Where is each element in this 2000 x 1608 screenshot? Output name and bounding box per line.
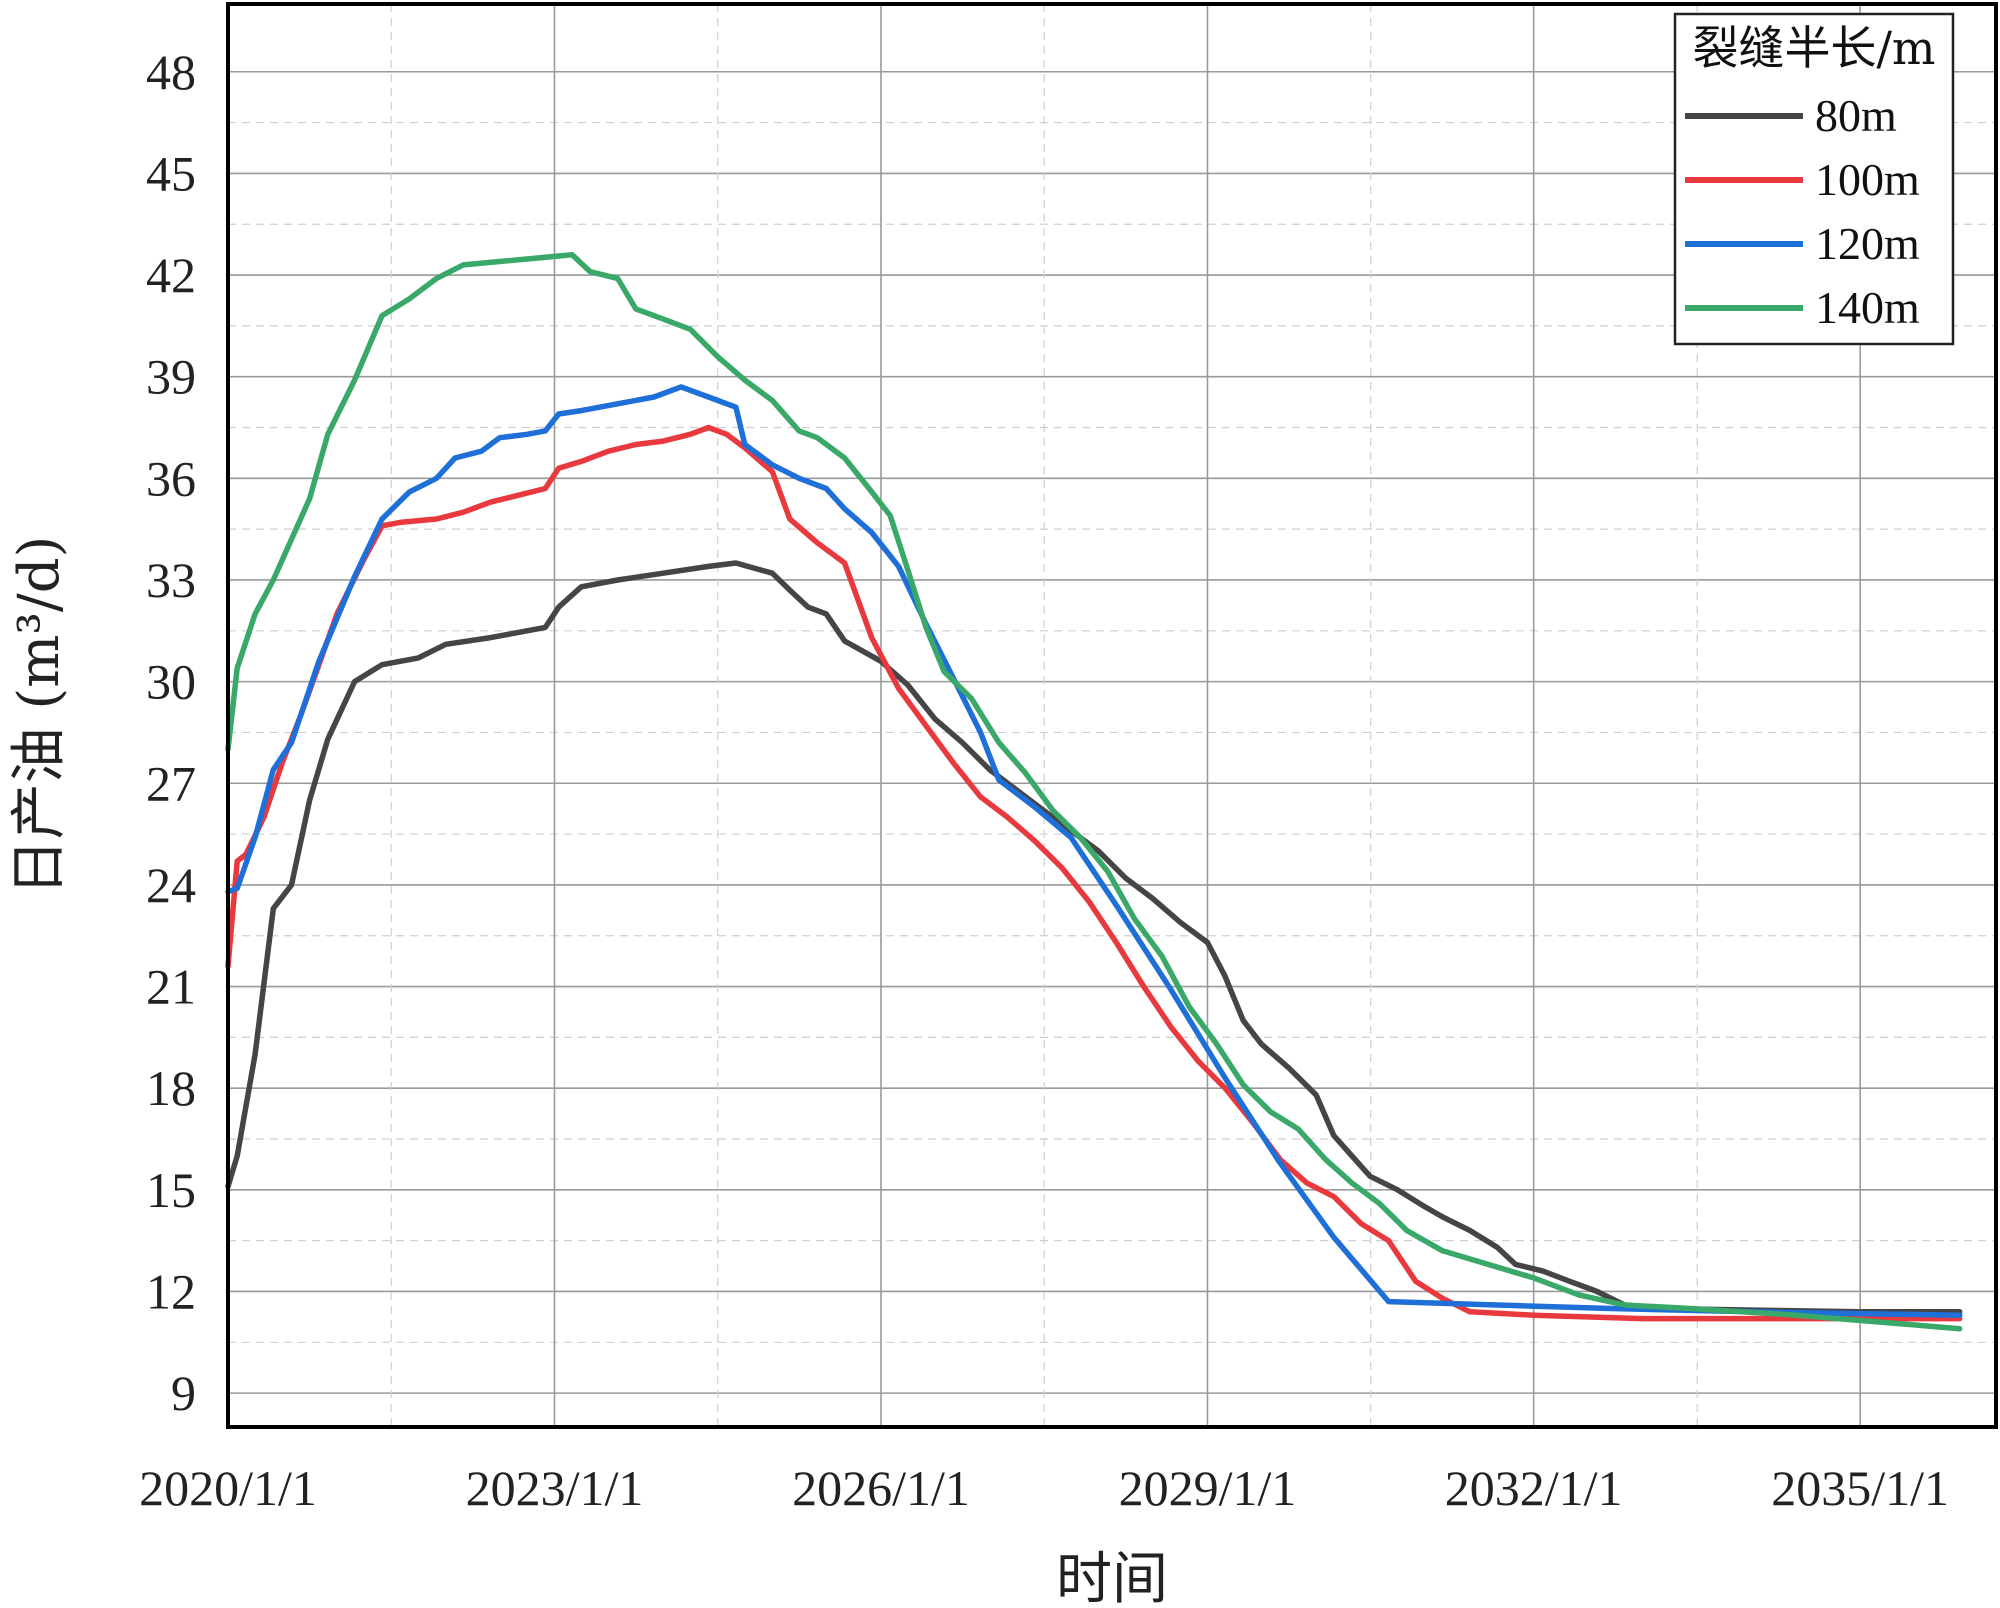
legend-label-120m: 120m: [1815, 218, 1920, 269]
x-tick-label: 2026/1/1: [792, 1460, 970, 1516]
plot-frame: [226, 2, 1998, 1429]
y-tick-label: 45: [146, 145, 196, 201]
legend: 裂缝半长/m 80m 100m 120m 140m: [1673, 12, 1955, 346]
x-tick-label: 2035/1/1: [1771, 1460, 1949, 1516]
y-tick-label: 12: [146, 1263, 196, 1319]
y-tick-label: 21: [146, 959, 196, 1015]
y-tick-label: 36: [146, 450, 196, 506]
legend-label-140m: 140m: [1815, 282, 1920, 333]
x-tick-label: 2023/1/1: [466, 1460, 644, 1516]
y-tick-label: 42: [146, 247, 196, 303]
x-tick-label: 2032/1/1: [1445, 1460, 1623, 1516]
legend-label-100m: 100m: [1815, 154, 1920, 205]
grid-lines: [227, 4, 1996, 1427]
series-line-120m: [225, 384, 1963, 1318]
series-line-140m: [225, 251, 1963, 1332]
y-tick-label: 15: [146, 1162, 196, 1218]
x-tick-label: 2029/1/1: [1119, 1460, 1297, 1516]
tick-labels: 9 12 15 18 21 24 27 30 33 36 39 42 45 48 2020/1/1 2023/…: [139, 44, 1949, 1516]
x-tick-label: 2020/1/1: [139, 1460, 317, 1516]
y-tick-label: 39: [146, 349, 196, 405]
series-layer: [225, 251, 1963, 1332]
y-axis-title: 日产油 (m³/d): [7, 536, 72, 896]
legend-title: 裂缝半长/m: [1692, 21, 1935, 75]
legend-label-80m: 80m: [1815, 90, 1897, 141]
y-tick-label: 9: [171, 1365, 196, 1421]
y-tick-label: 27: [146, 755, 196, 811]
series-line-100m: [225, 424, 1963, 1322]
y-tick-label: 18: [146, 1060, 196, 1116]
y-tick-label: 24: [146, 857, 196, 913]
y-tick-label: 48: [146, 44, 196, 100]
y-tick-label: 30: [146, 654, 196, 710]
y-tick-label: 33: [146, 552, 196, 608]
x-axis-title: 时间: [1056, 1547, 1168, 1608]
